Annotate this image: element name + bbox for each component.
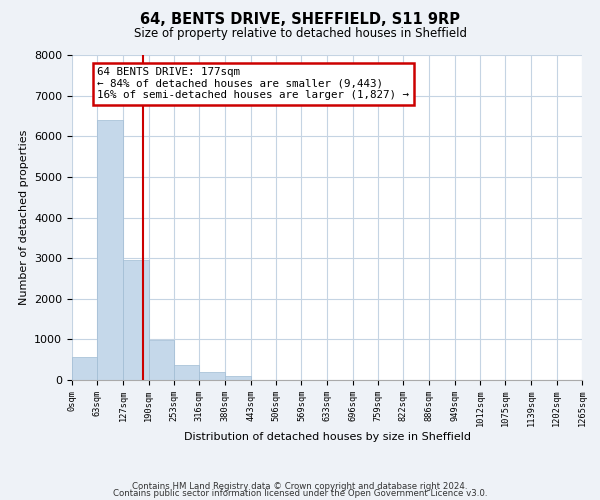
Text: Contains public sector information licensed under the Open Government Licence v3: Contains public sector information licen… <box>113 489 487 498</box>
Y-axis label: Number of detached properties: Number of detached properties <box>19 130 29 305</box>
X-axis label: Distribution of detached houses by size in Sheffield: Distribution of detached houses by size … <box>184 432 470 442</box>
Bar <box>199 372 225 380</box>
Text: 64 BENTS DRIVE: 177sqm
← 84% of detached houses are smaller (9,443)
16% of semi-: 64 BENTS DRIVE: 177sqm ← 84% of detached… <box>97 67 409 100</box>
Bar <box>123 260 149 380</box>
Bar <box>97 120 123 380</box>
Bar <box>149 340 174 380</box>
Bar <box>225 376 251 380</box>
Text: Contains HM Land Registry data © Crown copyright and database right 2024.: Contains HM Land Registry data © Crown c… <box>132 482 468 491</box>
Text: Size of property relative to detached houses in Sheffield: Size of property relative to detached ho… <box>133 28 467 40</box>
Bar <box>174 365 199 380</box>
Text: 64, BENTS DRIVE, SHEFFIELD, S11 9RP: 64, BENTS DRIVE, SHEFFIELD, S11 9RP <box>140 12 460 28</box>
Bar <box>72 357 97 380</box>
